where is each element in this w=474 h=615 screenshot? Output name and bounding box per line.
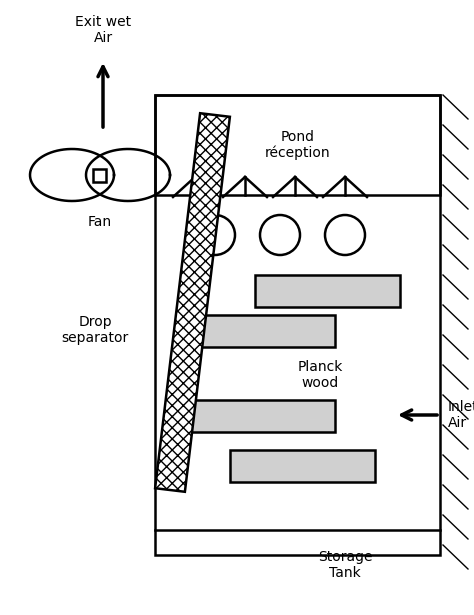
Bar [155,95,440,195]
Polygon shape [155,113,230,492]
Bar [93,169,107,181]
Text: Inlet
Air: Inlet Air [448,400,474,430]
Text: Exit wet
Air: Exit wet Air [75,15,131,45]
Bar [155,95,440,555]
Text: Fan: Fan [88,215,112,229]
Text: Pond
réception: Pond réception [264,130,330,161]
Bar [255,275,400,307]
Bar [190,400,335,432]
Text: Drop
separator: Drop separator [61,315,128,345]
Bar [230,450,375,482]
Bar [190,315,335,347]
Text: Planck
wood: Planck wood [297,360,343,390]
Text: Storage
Tank: Storage Tank [318,550,372,580]
